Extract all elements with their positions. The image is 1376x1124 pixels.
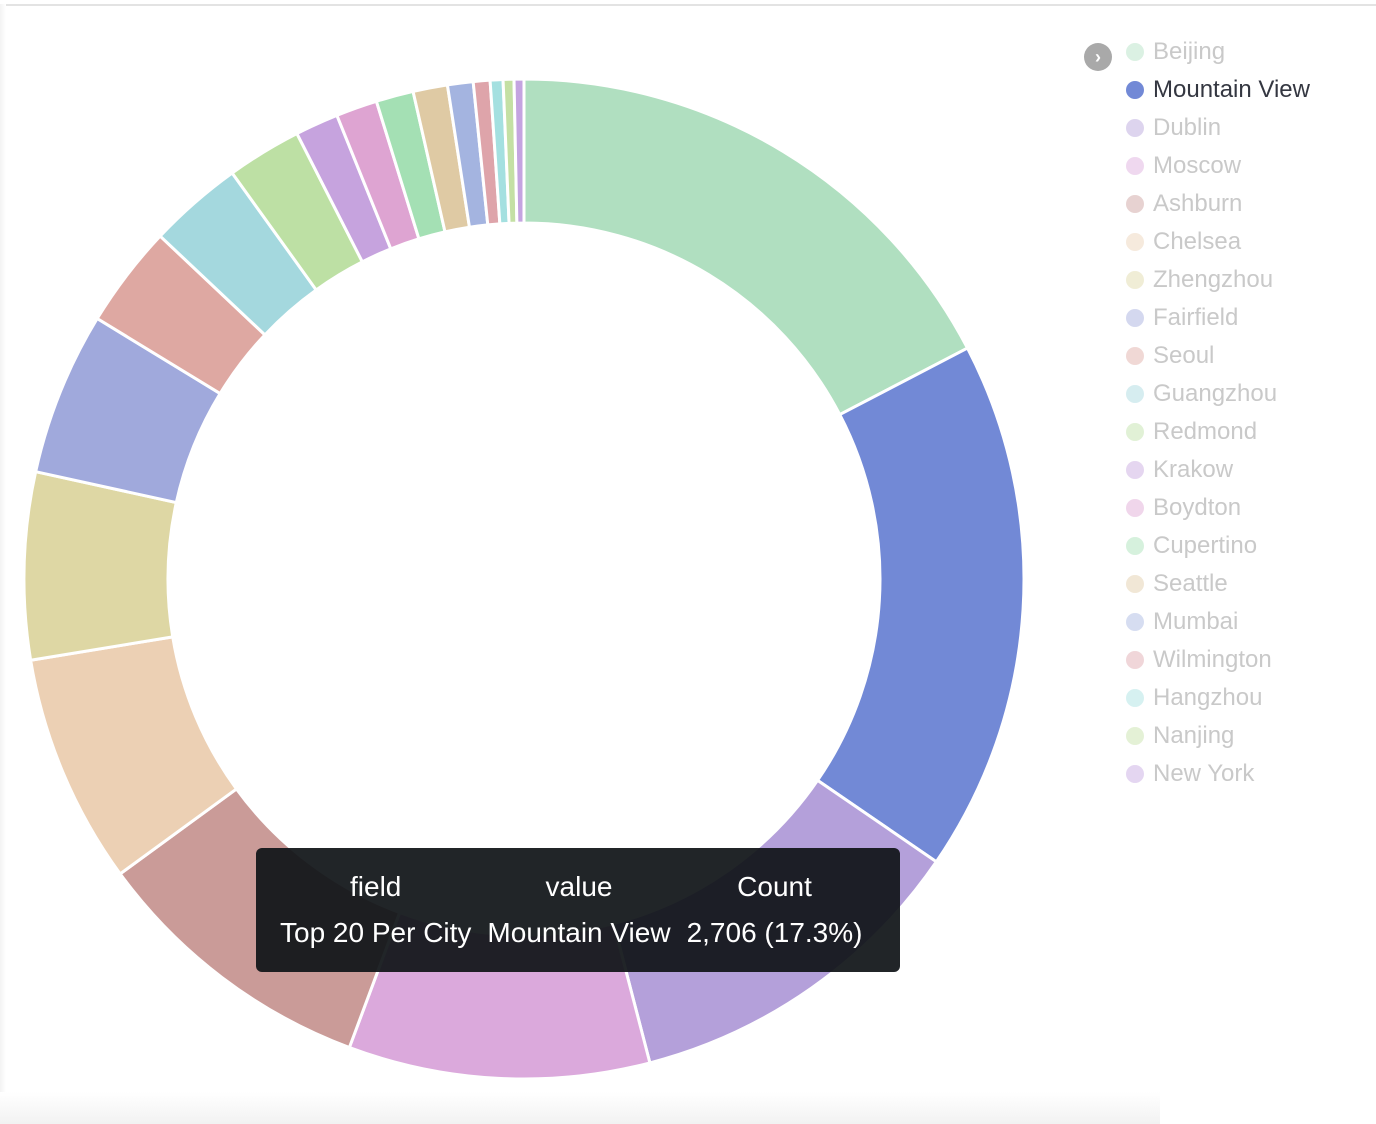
legend-label: Moscow: [1153, 152, 1242, 179]
legend-label: Beijing: [1153, 38, 1226, 65]
slice-mountain-view[interactable]: [815, 346, 1026, 864]
legend-color-dot: [1126, 81, 1144, 99]
legend-label: New York: [1153, 760, 1255, 787]
legend-item-boydton[interactable]: Boydton: [1126, 489, 1310, 527]
tooltip-table: field value Count Top 20 Per City Mounta…: [272, 864, 870, 956]
legend-color-dot: [1126, 43, 1144, 61]
legend-color-dot: [1126, 385, 1144, 403]
legend-label: Wilmington: [1153, 646, 1272, 673]
panel-bottom-shade: [0, 1092, 1160, 1124]
legend-color-dot: [1126, 119, 1144, 137]
slice-zhengzhou[interactable]: [22, 469, 179, 662]
chart-tooltip: field value Count Top 20 Per City Mounta…: [256, 848, 900, 972]
legend-color-dot: [1126, 233, 1144, 251]
legend-item-nanjing[interactable]: Nanjing: [1126, 717, 1310, 755]
panel-left-border: [0, 4, 6, 1124]
legend-label: Seoul: [1153, 342, 1215, 369]
legend-label: Redmond: [1153, 418, 1258, 445]
legend-item-mumbai[interactable]: Mumbai: [1126, 603, 1310, 641]
legend-color-dot: [1126, 537, 1144, 555]
legend-color-dot: [1126, 499, 1144, 517]
legend-label: Cupertino: [1153, 532, 1258, 559]
legend-item-redmond[interactable]: Redmond: [1126, 413, 1310, 451]
legend-label: Ashburn: [1153, 190, 1243, 217]
legend-item-guangzhou[interactable]: Guangzhou: [1126, 375, 1310, 413]
legend-label: Fairfield: [1153, 304, 1239, 331]
legend-color-dot: [1126, 347, 1144, 365]
legend-item-dublin[interactable]: Dublin: [1126, 109, 1310, 147]
legend-label: Nanjing: [1153, 722, 1235, 749]
tooltip-header-field: field: [350, 871, 402, 902]
legend-label: Seattle: [1153, 570, 1228, 597]
legend-label: Hangzhou: [1153, 684, 1263, 711]
legend-label: Guangzhou: [1153, 380, 1278, 407]
legend-color-dot: [1126, 613, 1144, 631]
legend-label: Boydton: [1153, 494, 1242, 521]
legend-label: Mountain View: [1153, 76, 1310, 103]
legend-item-ashburn[interactable]: Ashburn: [1126, 185, 1310, 223]
tooltip-field: Top 20 Per City: [280, 917, 472, 948]
legend-color-dot: [1126, 195, 1144, 213]
slice-beijing[interactable]: [522, 77, 970, 417]
legend-label: Mumbai: [1153, 608, 1239, 635]
legend-item-hangzhou[interactable]: Hangzhou: [1126, 679, 1310, 717]
tooltip-header-count: Count: [737, 871, 812, 902]
tooltip-count: 2,706 (17.3%): [686, 917, 863, 948]
legend-label: Dublin: [1153, 114, 1222, 141]
legend-item-krakow[interactable]: Krakow: [1126, 451, 1310, 489]
chevron-right-icon[interactable]: ›: [1084, 43, 1112, 71]
legend-color-dot: [1126, 575, 1144, 593]
legend-color-dot: [1126, 309, 1144, 327]
legend-color-dot: [1126, 727, 1144, 745]
legend-color-dot: [1126, 157, 1144, 175]
legend-item-beijing[interactable]: Beijing: [1126, 33, 1310, 71]
legend-item-fairfield[interactable]: Fairfield: [1126, 299, 1310, 337]
legend-item-new-york[interactable]: New York: [1126, 755, 1310, 793]
legend-color-dot: [1126, 689, 1144, 707]
legend-item-moscow[interactable]: Moscow: [1126, 147, 1310, 185]
legend-color-dot: [1126, 461, 1144, 479]
slice-new-york[interactable]: [512, 77, 526, 225]
legend-item-wilmington[interactable]: Wilmington: [1126, 641, 1310, 679]
legend-color-dot: [1126, 271, 1144, 289]
legend-color-dot: [1126, 765, 1144, 783]
legend-item-seoul[interactable]: Seoul: [1126, 337, 1310, 375]
panel-top-border: [0, 4, 1376, 6]
legend-item-cupertino[interactable]: Cupertino: [1126, 527, 1310, 565]
legend-label: Chelsea: [1153, 228, 1242, 255]
legend-label: Krakow: [1153, 456, 1234, 483]
tooltip-value: Mountain View: [487, 917, 671, 948]
legend-item-chelsea[interactable]: Chelsea: [1126, 223, 1310, 261]
legend-color-dot: [1126, 423, 1144, 441]
legend-list: Beijing Mountain View Dublin Moscow Ashburn C…: [1126, 33, 1310, 793]
tooltip-header-value: value: [545, 871, 613, 902]
legend-item-zhengzhou[interactable]: Zhengzhou: [1126, 261, 1310, 299]
legend-label: Zhengzhou: [1153, 266, 1274, 293]
legend-item-mountain-view[interactable]: Mountain View: [1126, 71, 1310, 109]
legend-color-dot: [1126, 651, 1144, 669]
legend-item-seattle[interactable]: Seattle: [1126, 565, 1310, 603]
